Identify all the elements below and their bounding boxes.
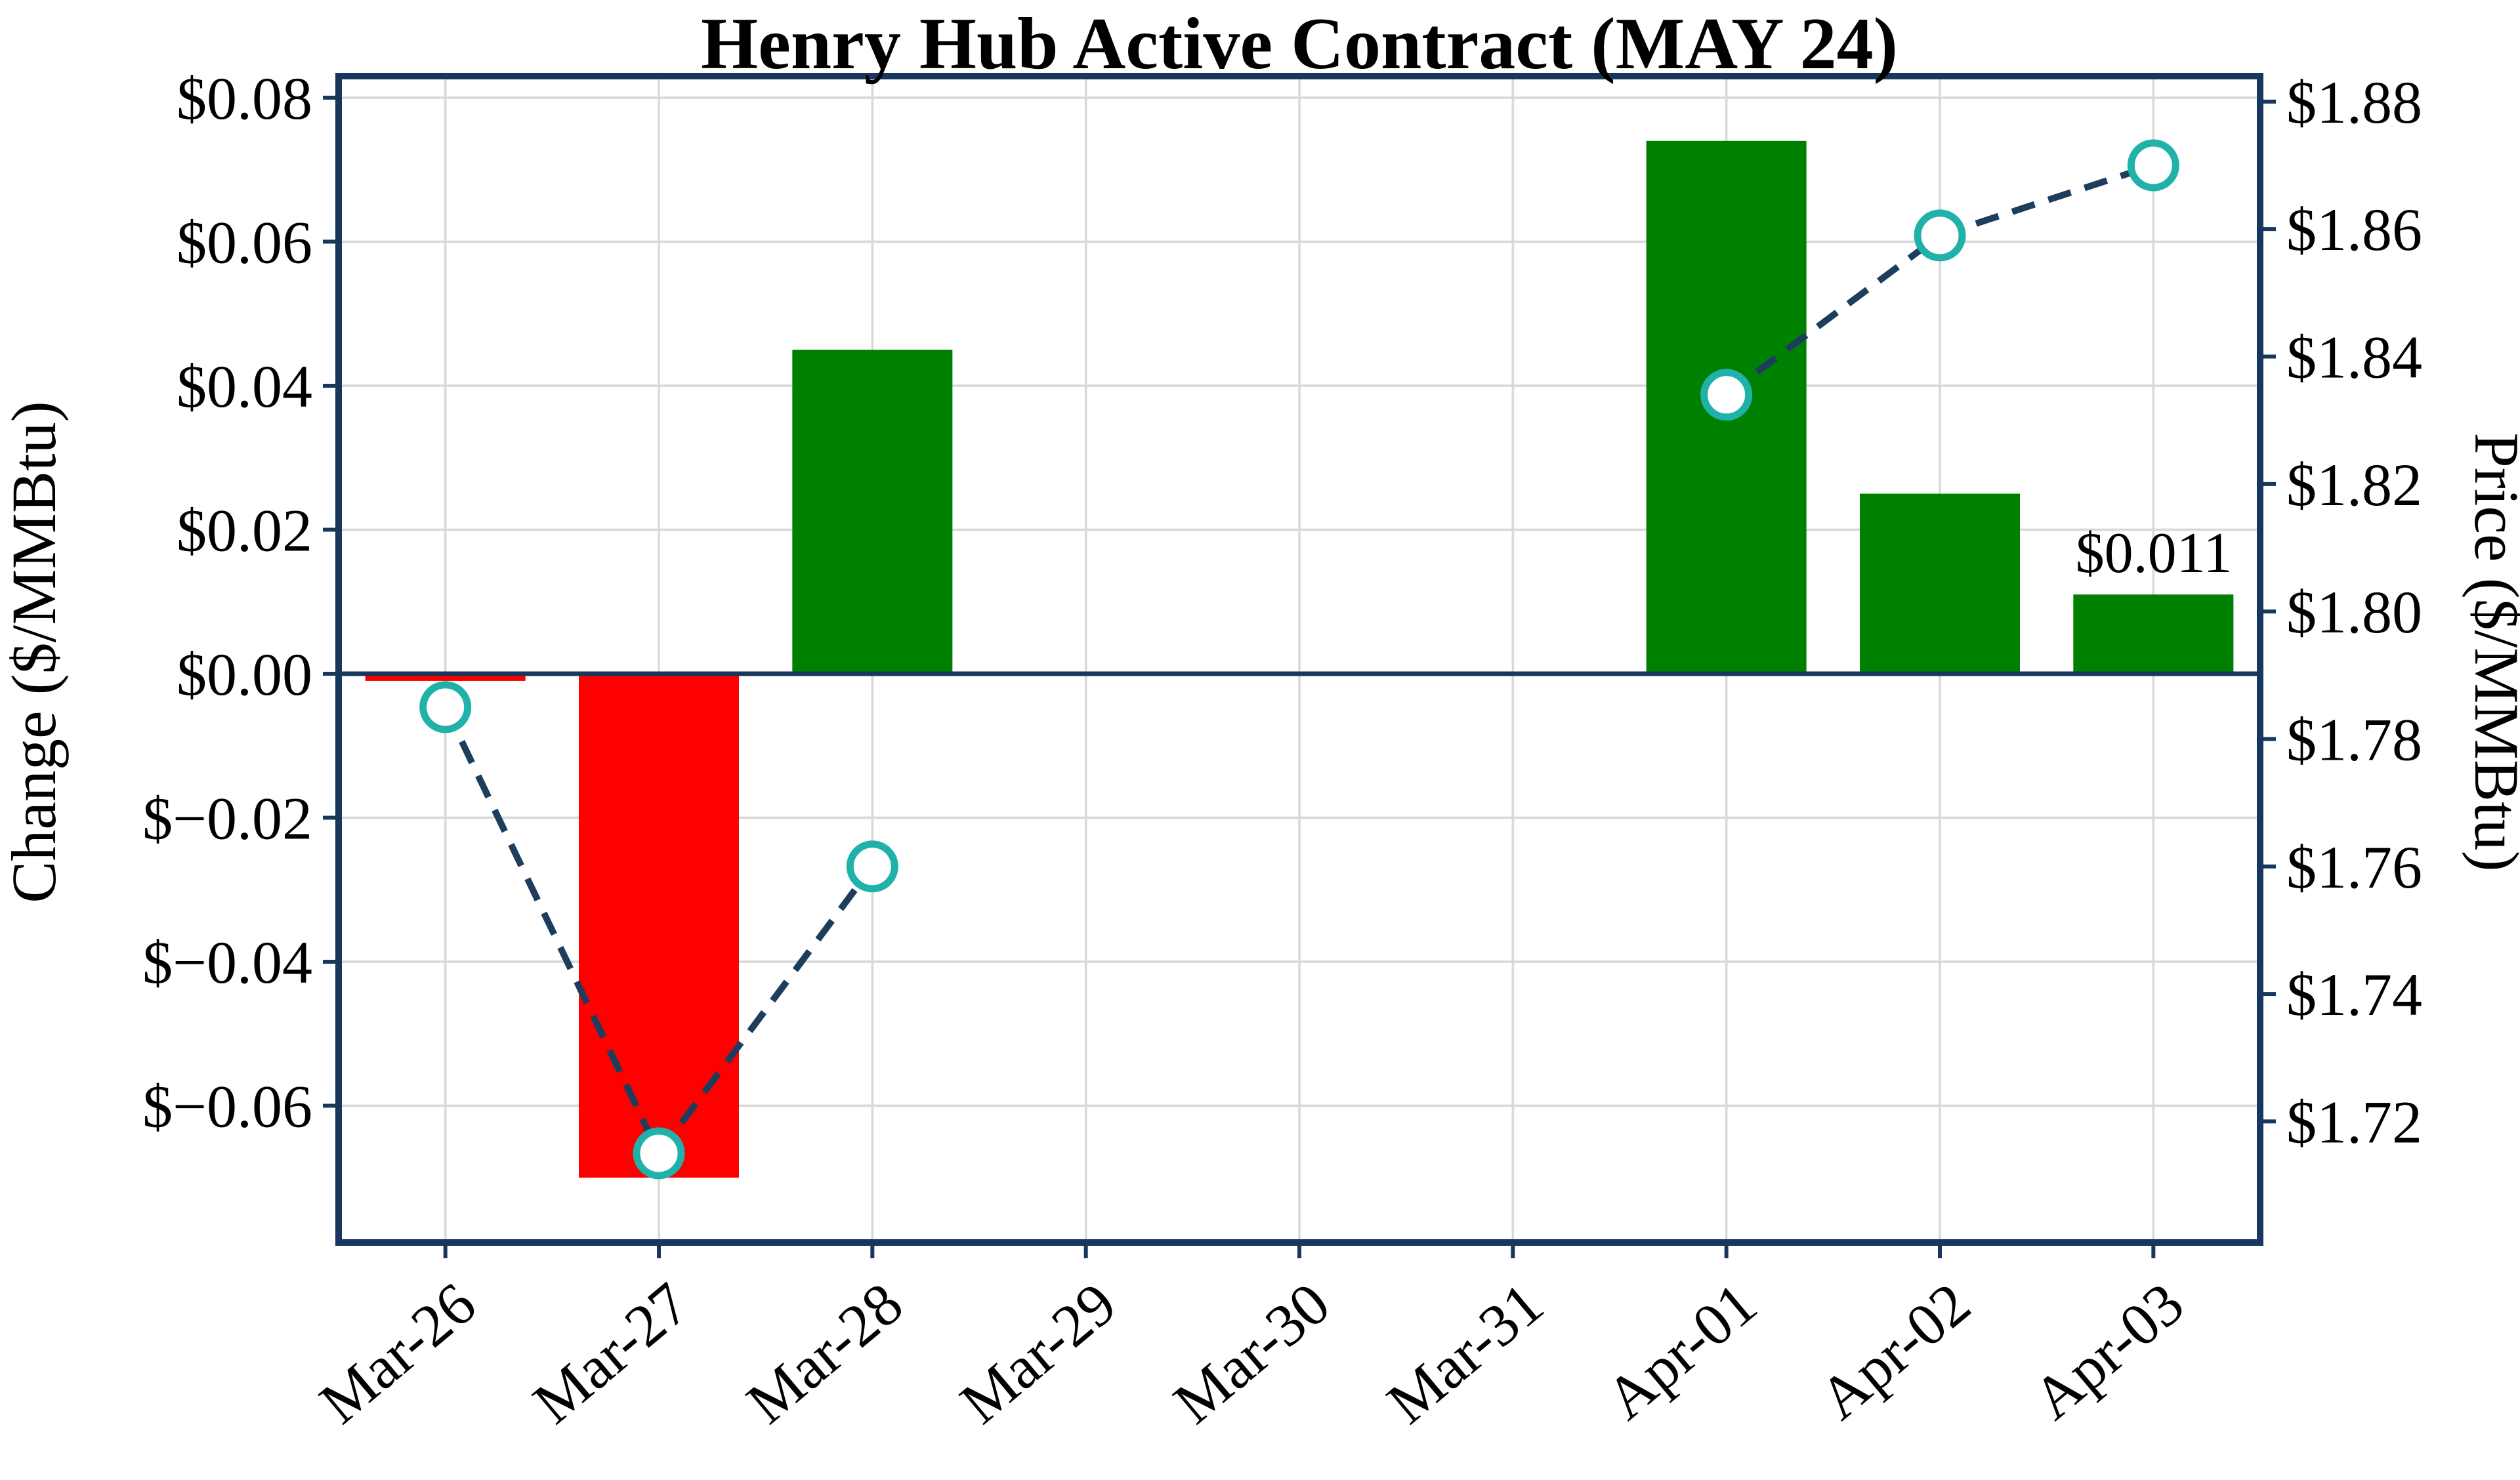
x-tick-label: Mar-26 [307,1269,488,1436]
right-tick-label: $1.84 [2286,323,2422,390]
right-axis-title: Price ($/MMBtu) [2462,432,2520,871]
chart-title: Henry Hub Active Contract (MAY 24) [701,3,1898,85]
price-marker-Mar-26 [419,681,472,733]
x-tick-label: Apr-01 [1593,1269,1769,1432]
right-tick-label: $1.72 [2286,1088,2422,1155]
price-marker-Mar-27 [633,1127,685,1180]
right-tick-label: $1.80 [2286,579,2422,646]
right-tick-label: $1.88 [2286,69,2422,136]
change-bar-Mar-28 [792,350,953,674]
left-tick-label: $−0.06 [142,1073,312,1140]
right-tick-label: $1.74 [2286,961,2422,1028]
price-marker-Apr-03 [2127,139,2179,192]
x-tick-label: Apr-02 [1807,1269,1983,1432]
left-tick-label: $0.02 [177,497,312,564]
right-tick-label: $1.86 [2286,196,2422,263]
x-tick-label: Mar-29 [948,1269,1129,1436]
left-axis-title: Change ($/MMBtu) [0,401,69,903]
right-tick-label: $1.76 [2286,834,2422,901]
left-tick-label: $−0.02 [142,785,312,852]
left-tick-label: $0.00 [177,641,312,708]
left-tick-label: $0.08 [177,65,312,132]
price-marker-Apr-01 [1700,369,1753,421]
bar-value-annotation: $0.011 [2076,522,2233,585]
change-bar-Mar-26 [365,673,526,681]
chart-generated-layer: $0.08 $0.06 $0.04 $0.02 $0.00 $−0.02 $−0.04 $−0… [142,65,2422,1437]
price-marker-Apr-02 [1914,209,1966,262]
x-tick-label: Mar-27 [520,1269,702,1436]
change-bar-Apr-03 [2073,594,2234,674]
right-tick-label: $1.78 [2286,706,2422,773]
x-tick-label: Mar-28 [734,1269,915,1436]
x-tick-label: Apr-03 [2020,1269,2196,1432]
price-marker-Mar-28 [846,840,898,893]
left-tick-label: $−0.04 [142,929,312,996]
change-bar-Mar-27 [579,673,739,1178]
left-tick-label: $0.06 [177,209,312,276]
right-tick-label: $1.82 [2286,451,2422,518]
change-bar-Apr-02 [1860,493,2020,674]
x-tick-label: Mar-31 [1375,1269,1556,1436]
price-line-segment [442,705,875,1160]
x-tick-label: Mar-30 [1161,1269,1342,1436]
left-tick-label: $0.04 [177,353,312,420]
plot-border [335,73,2263,1246]
